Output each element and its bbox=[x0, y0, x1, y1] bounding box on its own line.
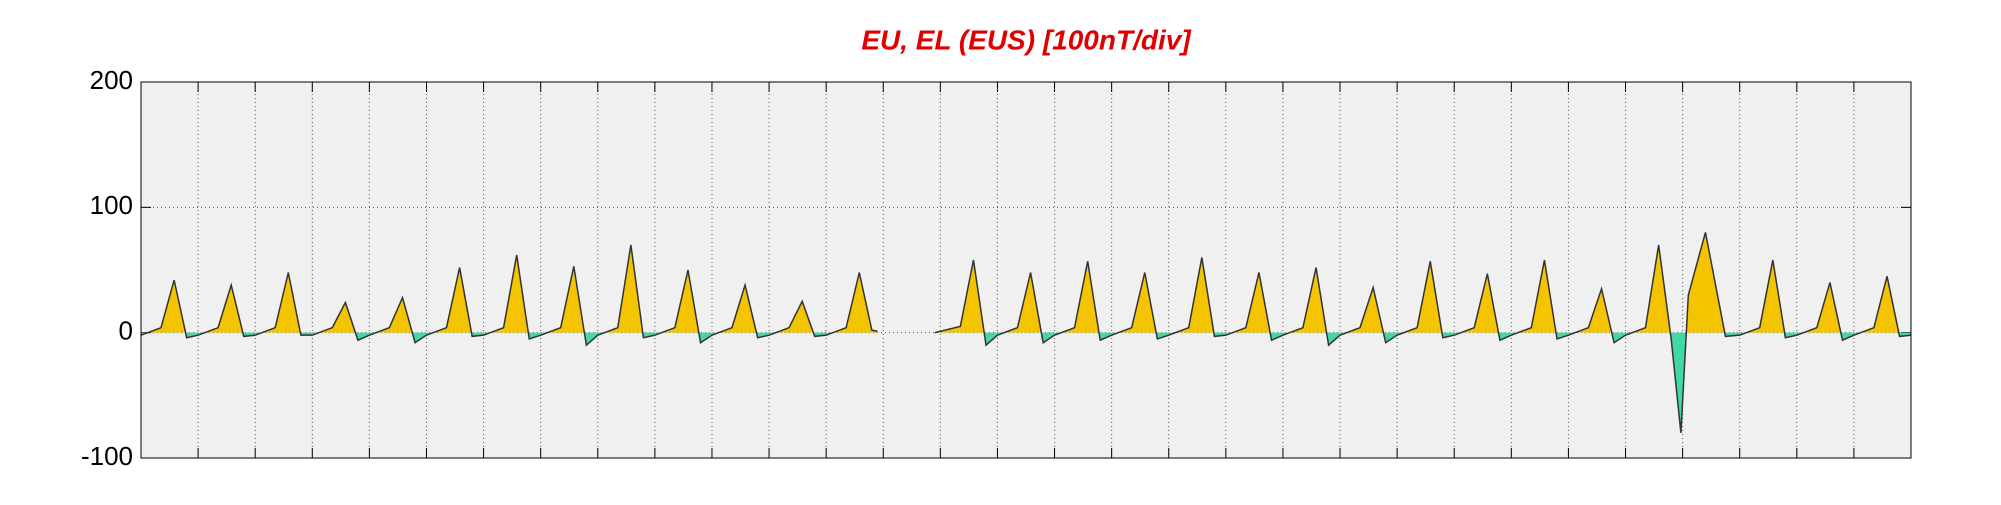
y-tick-label: 100 bbox=[90, 190, 133, 220]
chart-title: EU, EL (EUS) [100nT/div] bbox=[861, 24, 1192, 55]
y-tick-label: -100 bbox=[81, 441, 133, 471]
area-positive bbox=[147, 232, 1899, 333]
y-tick-label: 200 bbox=[90, 65, 133, 95]
y-tick-label: 0 bbox=[119, 316, 133, 346]
line bbox=[140, 232, 1912, 434]
plot-area bbox=[141, 82, 1911, 458]
plot-frame bbox=[140, 81, 1912, 459]
